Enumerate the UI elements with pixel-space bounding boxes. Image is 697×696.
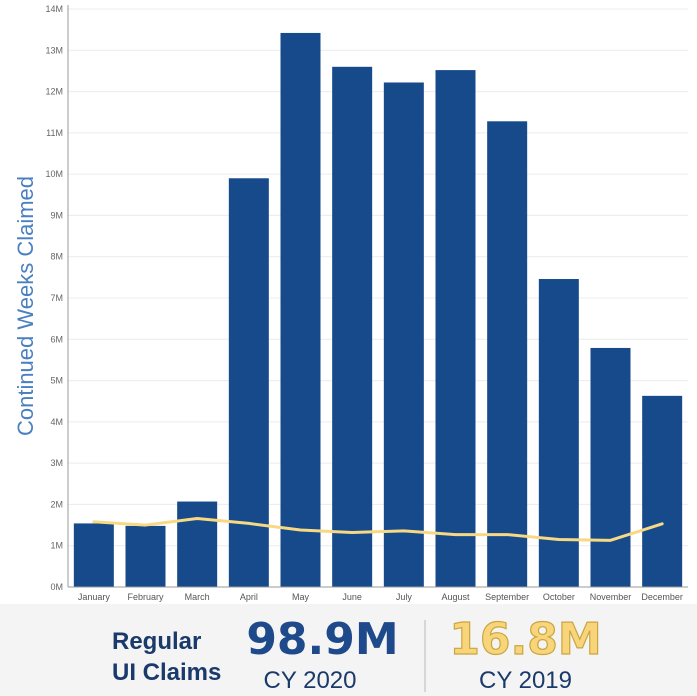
- x-tick-label: September: [485, 592, 529, 602]
- bar-september: [487, 121, 528, 587]
- summary-panel: [0, 604, 697, 696]
- summary-label-line1: Regular: [112, 628, 202, 655]
- total-2019-value: 16.8M: [449, 613, 603, 665]
- y-tick-label: 10M: [45, 169, 63, 179]
- y-tick-label: 6M: [50, 334, 63, 344]
- x-tick-label: May: [292, 592, 310, 602]
- x-axis-ticks: January February March April May June July Augu…: [78, 592, 683, 602]
- gridlines: [68, 8, 688, 547]
- bar-january: [73, 523, 114, 587]
- summary-label: Regular UI Claims: [112, 626, 221, 688]
- bar-april: [228, 178, 269, 587]
- y-tick-label: 7M: [50, 293, 63, 303]
- line-cy-2019: [92, 516, 664, 542]
- y-tick-label: 5M: [50, 376, 63, 386]
- bar-october: [538, 279, 579, 587]
- bar-december: [642, 395, 683, 587]
- bar-november: [590, 347, 631, 587]
- chart: 0M 1M 2M 3M 4M 5M 6M 7M 8M 9M 10M 11M 12M 13M 14M Janu…: [13, 4, 688, 602]
- y-tick-label: 3M: [50, 458, 63, 468]
- y-axis-ticks: 0M 1M 2M 3M 4M 5M 6M 7M 8M 9M 10M 11M 12M 13M 14M: [45, 4, 63, 592]
- y-axis-label: Continued Weeks Claimed: [13, 176, 38, 436]
- x-tick-label: April: [240, 592, 258, 602]
- y-tick-label: 14M: [45, 4, 63, 14]
- x-tick-label: March: [185, 592, 210, 602]
- summary-label-line2: UI Claims: [112, 659, 222, 686]
- total-2020-value: 98.9M: [246, 614, 399, 665]
- bar-june: [332, 66, 373, 588]
- bar-august: [435, 70, 476, 588]
- y-tick-label: 0M: [50, 582, 63, 592]
- x-tick-label: November: [590, 592, 632, 602]
- line-series: [92, 516, 664, 542]
- total-2020-year: CY 2020: [263, 667, 357, 694]
- summary-divider: [424, 620, 426, 692]
- x-tick-label: February: [127, 592, 164, 602]
- y-tick-label: 13M: [45, 45, 63, 55]
- y-tick-label: 9M: [50, 210, 63, 220]
- x-tick-label: January: [78, 592, 111, 602]
- x-tick-label: June: [342, 592, 362, 602]
- y-tick-label: 4M: [50, 417, 63, 427]
- bar-july: [383, 82, 424, 587]
- y-tick-label: 2M: [50, 499, 63, 509]
- x-tick-label: October: [543, 592, 575, 602]
- x-tick-label: August: [441, 592, 470, 602]
- x-tick-label: July: [396, 592, 413, 602]
- y-tick-label: 1M: [50, 541, 63, 551]
- total-2019-year: CY 2019: [479, 667, 572, 694]
- bars: [73, 32, 683, 588]
- y-tick-label: 12M: [45, 87, 63, 97]
- bar-march: [177, 501, 218, 587]
- y-tick-label: 8M: [50, 252, 63, 262]
- bar-february: [125, 525, 166, 587]
- y-tick-label: 11M: [46, 128, 63, 138]
- x-tick-label: December: [641, 592, 683, 602]
- bar-may: [280, 32, 321, 587]
